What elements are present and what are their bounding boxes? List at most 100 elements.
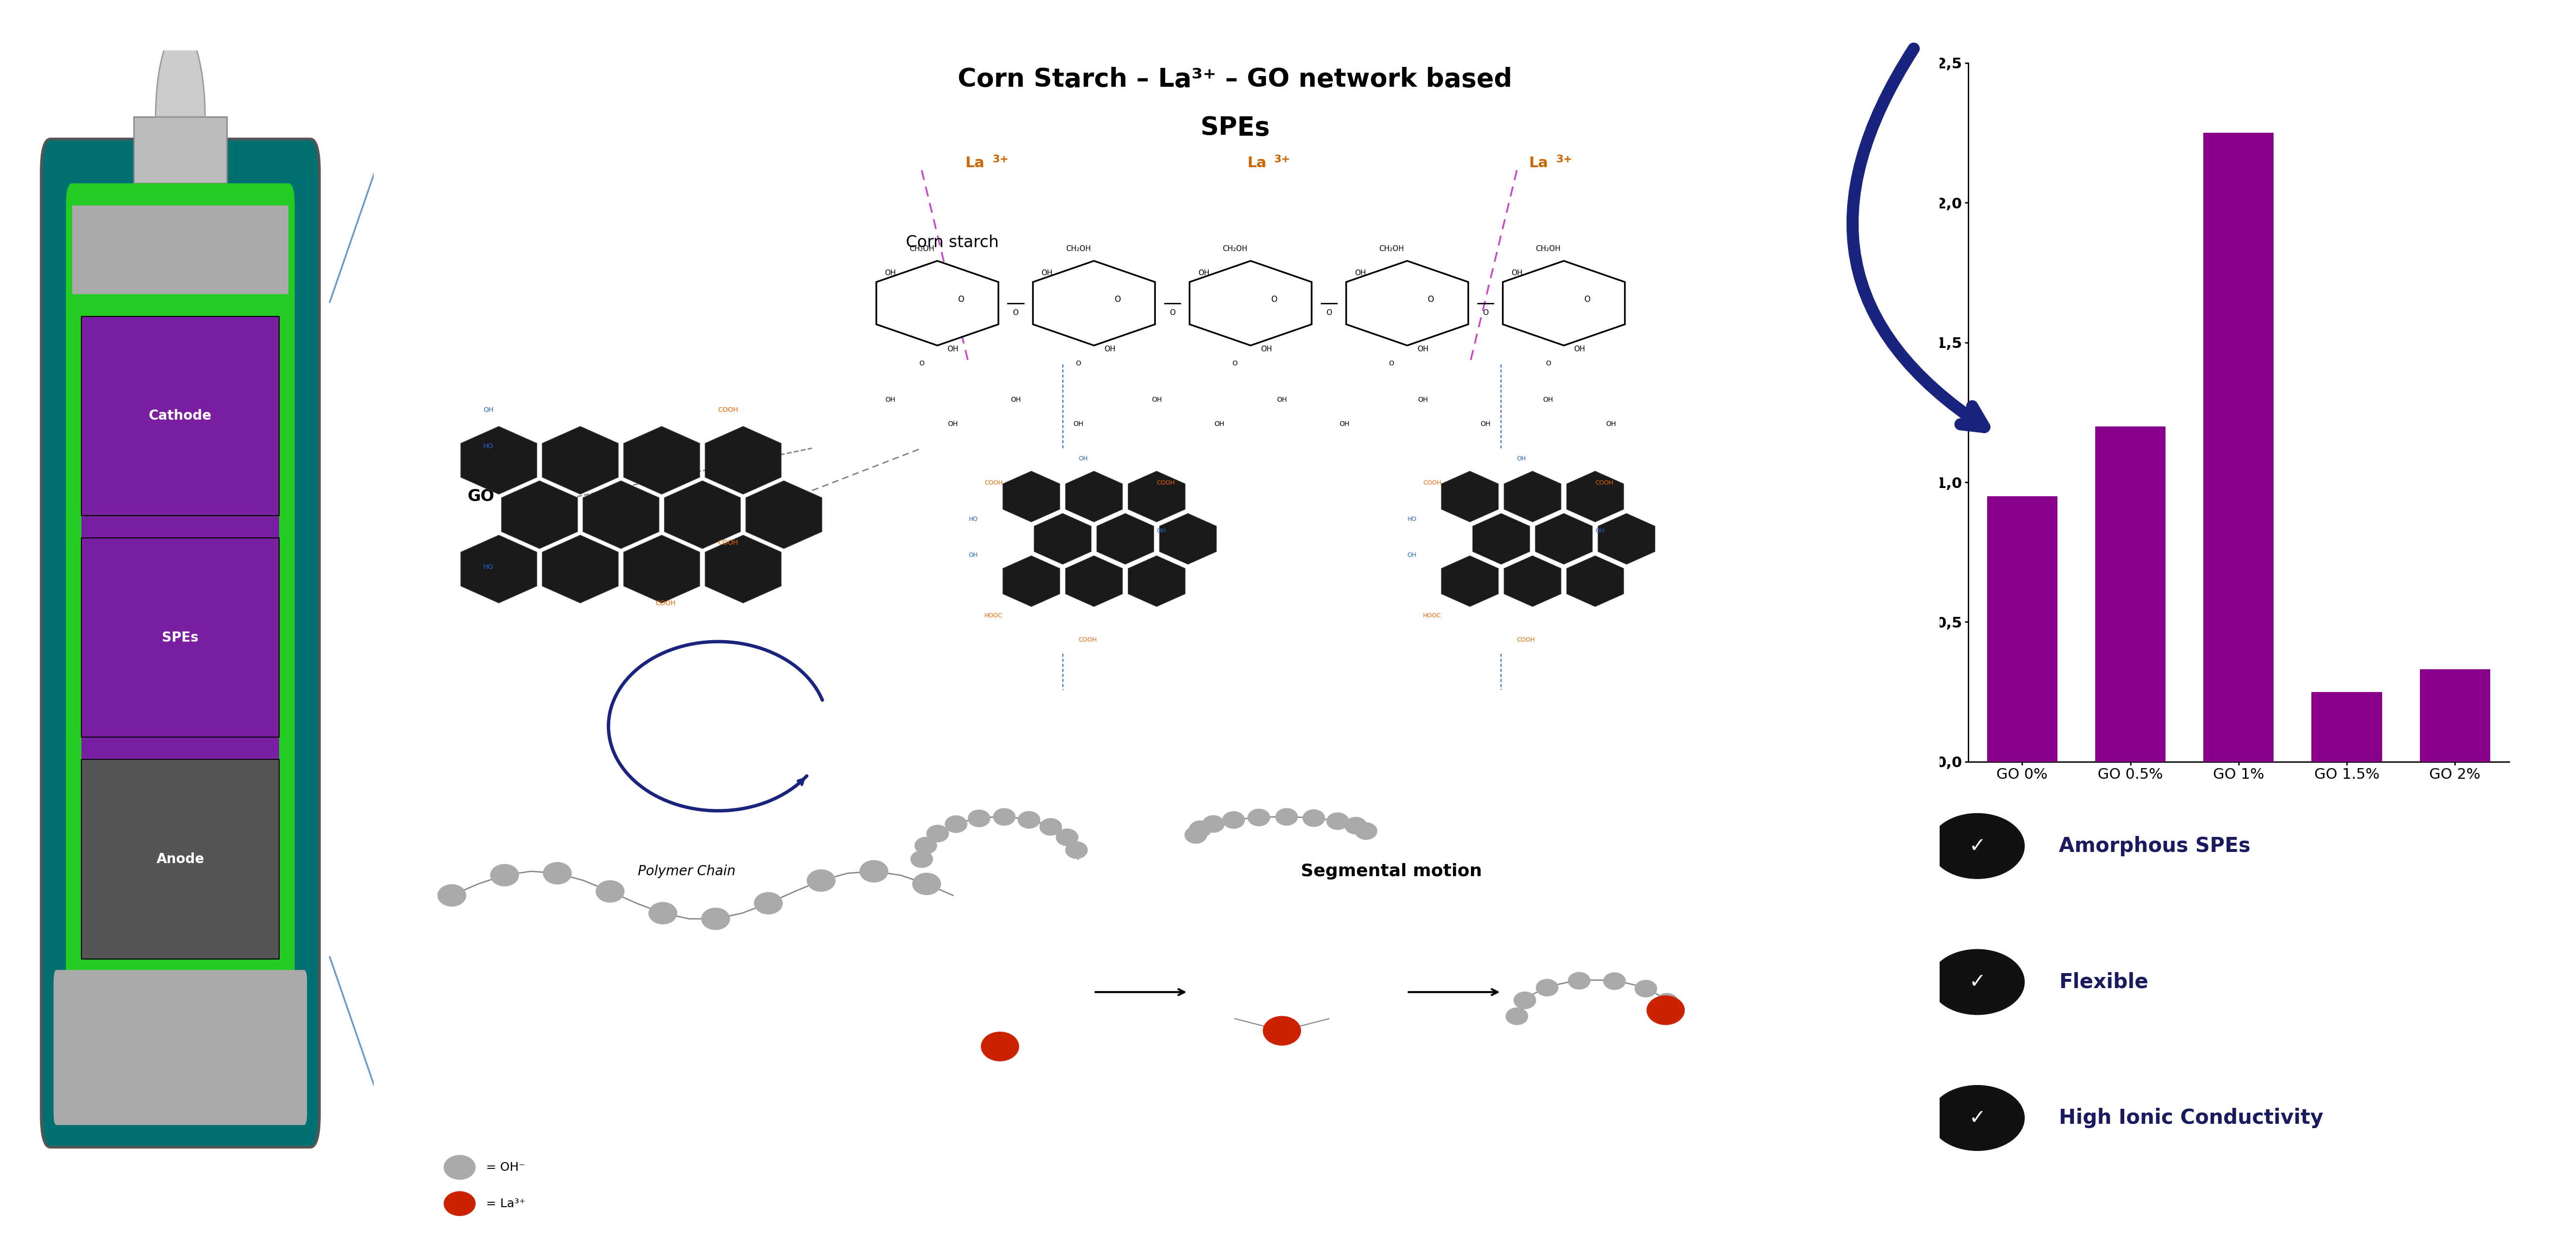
Text: COOH: COOH (654, 601, 675, 607)
Text: OH: OH (1481, 421, 1492, 427)
FancyArrowPatch shape (1852, 49, 1984, 427)
Polygon shape (582, 481, 659, 549)
Text: OH: OH (1574, 345, 1584, 353)
Text: HO: HO (969, 516, 979, 522)
Text: OH: OH (1340, 421, 1350, 427)
Circle shape (806, 870, 835, 891)
Bar (134, 117, 227, 184)
Circle shape (438, 885, 466, 906)
Text: OH: OH (1406, 553, 1417, 559)
Circle shape (1569, 972, 1589, 990)
Text: OH: OH (1278, 397, 1288, 403)
Circle shape (1224, 812, 1244, 828)
Circle shape (912, 851, 933, 867)
Text: HO: HO (1406, 516, 1417, 522)
Text: COOH: COOH (719, 407, 739, 413)
Text: OH: OH (969, 553, 979, 559)
Text: = La³⁺: = La³⁺ (487, 1197, 526, 1210)
Text: Segmental motion: Segmental motion (1301, 862, 1481, 880)
Bar (82, 316, 278, 959)
Polygon shape (461, 427, 536, 494)
Polygon shape (1597, 514, 1654, 564)
Text: O: O (1231, 360, 1236, 366)
Bar (82, 316, 278, 516)
Polygon shape (623, 427, 701, 494)
Text: O: O (1388, 360, 1394, 366)
Circle shape (489, 864, 518, 886)
Circle shape (912, 872, 940, 895)
Text: O: O (1327, 310, 1332, 316)
Text: OH: OH (1417, 397, 1427, 403)
Polygon shape (706, 535, 781, 603)
Circle shape (994, 808, 1015, 826)
Circle shape (1262, 1016, 1301, 1045)
Circle shape (1535, 980, 1558, 996)
Polygon shape (1473, 514, 1530, 564)
Text: = OH⁻: = OH⁻ (487, 1162, 526, 1173)
Text: HO: HO (484, 443, 495, 449)
Circle shape (1355, 822, 1378, 840)
Circle shape (1602, 973, 1625, 990)
Text: OH: OH (484, 407, 495, 413)
Text: OH: OH (1041, 269, 1054, 277)
Text: OH: OH (1151, 397, 1162, 403)
Text: COOH: COOH (984, 480, 1002, 486)
Polygon shape (1066, 471, 1123, 522)
Circle shape (969, 810, 989, 827)
Text: SPEs: SPEs (1200, 116, 1270, 141)
Text: Corn starch: Corn starch (907, 234, 999, 251)
Text: O: O (1077, 360, 1082, 366)
Polygon shape (1190, 261, 1311, 345)
Text: HO: HO (484, 564, 495, 570)
Circle shape (1041, 818, 1061, 836)
Text: ✓: ✓ (1968, 972, 1986, 992)
Polygon shape (1097, 514, 1154, 564)
Circle shape (914, 837, 938, 854)
Text: OH: OH (1074, 421, 1084, 427)
Text: OH: OH (1595, 528, 1605, 534)
Text: COOH: COOH (1595, 480, 1613, 486)
Text: CH₂OH: CH₂OH (1535, 246, 1561, 252)
Text: 3+: 3+ (1556, 155, 1571, 164)
Circle shape (1066, 841, 1087, 859)
Text: O: O (1484, 310, 1489, 316)
Polygon shape (1128, 555, 1185, 607)
Circle shape (649, 903, 677, 924)
Polygon shape (1033, 261, 1154, 345)
Circle shape (1185, 826, 1206, 844)
Text: OH: OH (1157, 528, 1167, 534)
Circle shape (1327, 813, 1350, 830)
Text: High Ionic Conductivity: High Ionic Conductivity (2058, 1108, 2324, 1128)
FancyBboxPatch shape (54, 969, 307, 1126)
Text: COOH: COOH (1157, 480, 1175, 486)
Polygon shape (461, 535, 536, 603)
Circle shape (701, 908, 729, 929)
Circle shape (1656, 993, 1677, 1010)
Text: COOH: COOH (719, 540, 739, 546)
Circle shape (1929, 949, 2025, 1015)
Text: HOOC: HOOC (1422, 613, 1440, 619)
Text: Anode: Anode (157, 852, 204, 866)
Text: O: O (1427, 295, 1435, 303)
Polygon shape (502, 481, 577, 549)
Polygon shape (1443, 555, 1499, 607)
Text: 3+: 3+ (992, 155, 1010, 164)
Text: Cathode: Cathode (149, 409, 211, 423)
Polygon shape (544, 535, 618, 603)
Text: O: O (920, 360, 925, 366)
Text: OH: OH (886, 397, 896, 403)
Text: OH: OH (1543, 397, 1553, 403)
Text: O: O (958, 295, 963, 303)
Circle shape (1636, 981, 1656, 997)
Circle shape (927, 825, 948, 842)
Polygon shape (1002, 555, 1059, 607)
Polygon shape (1159, 514, 1216, 564)
FancyBboxPatch shape (327, 0, 1986, 1259)
Circle shape (1345, 817, 1368, 833)
Circle shape (1190, 821, 1211, 837)
FancyBboxPatch shape (41, 138, 319, 1147)
Text: COOH: COOH (1079, 637, 1097, 643)
Polygon shape (1566, 471, 1623, 522)
Text: CH₂OH: CH₂OH (1378, 246, 1404, 252)
Text: OH: OH (1512, 269, 1522, 277)
